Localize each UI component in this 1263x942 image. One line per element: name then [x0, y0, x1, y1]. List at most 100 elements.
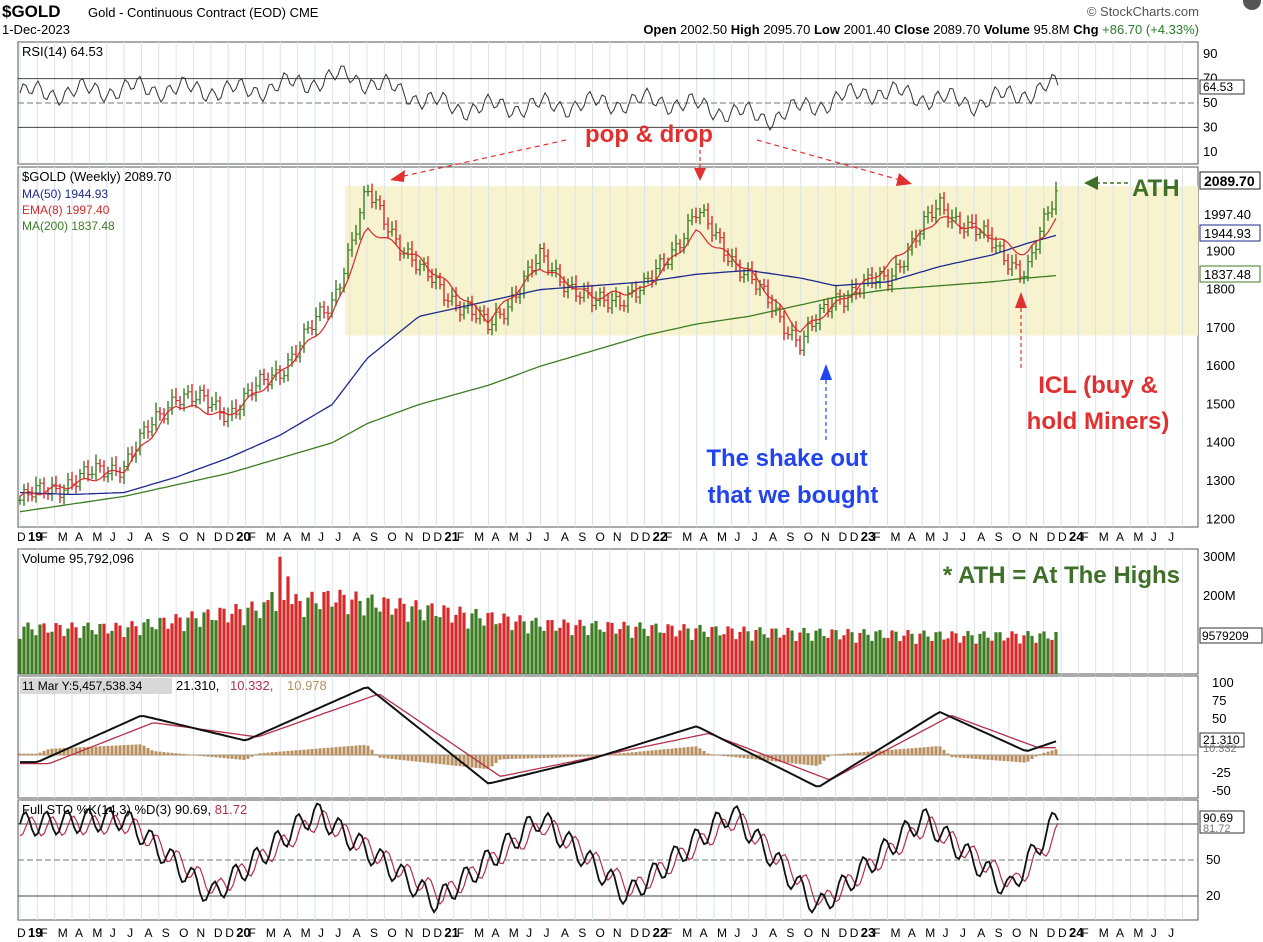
volume-bar	[998, 632, 1002, 674]
x-month-label: M	[682, 926, 692, 940]
macd-hist-bar	[574, 754, 578, 757]
open-label: Open	[643, 22, 677, 37]
volume-bar	[754, 629, 758, 674]
x-month-label: J	[943, 530, 949, 544]
volume-bar	[334, 602, 338, 674]
volume-bar	[378, 611, 382, 674]
x-month-label: M	[1099, 926, 1109, 940]
x-month-label: J	[960, 926, 966, 940]
icl-arrowhead	[1015, 292, 1027, 308]
macd-hist-bar	[978, 754, 982, 760]
x-month-label: S	[162, 926, 170, 940]
macd-hist-bar	[142, 745, 146, 756]
x-month-label: J	[127, 530, 133, 544]
volume-bar	[590, 623, 594, 674]
macd-hist-bar	[546, 754, 550, 758]
volume-bar	[366, 597, 370, 674]
macd-hist-bar	[854, 752, 858, 756]
volume-bar	[362, 615, 366, 674]
volume-bar	[214, 620, 218, 674]
macd-hist-bar	[386, 754, 390, 759]
volume-bar	[570, 635, 574, 674]
x-month-label: D	[225, 926, 234, 940]
macd-hist-bar	[166, 752, 170, 756]
volume-bar	[270, 591, 274, 674]
y-tick-label: 75	[1212, 693, 1226, 708]
x-month-label: M	[717, 530, 727, 544]
volume-legend: Volume 95,792,096	[22, 551, 134, 566]
macd-hist-bar	[502, 754, 506, 760]
x-month-label: A	[769, 530, 777, 544]
volume-bar	[990, 640, 994, 674]
brand-watermark: © StockCharts.com	[1086, 4, 1199, 19]
volume-bar	[310, 591, 314, 674]
volume-bar	[186, 617, 190, 674]
volume-bar	[558, 627, 562, 674]
macd-hist-bar	[350, 745, 354, 756]
x-month-label: M	[474, 530, 484, 544]
x-month-label: A	[75, 530, 83, 544]
volume-bar	[210, 619, 214, 674]
sto-ticks: 50 20	[1206, 852, 1220, 903]
volume-bar	[506, 616, 510, 674]
macd-hist-bar	[822, 754, 826, 761]
ma50-tag-box	[1199, 224, 1261, 242]
x-month-label: A	[1116, 926, 1124, 940]
macd-hist-bar	[750, 754, 754, 760]
macd-hist-bar	[90, 746, 94, 756]
volume-bar	[178, 617, 182, 674]
sto-panel: Full STO %K(14,3) %D(3) 90.69, 81.72 50 2…	[17, 799, 1245, 921]
macd-hist-bar	[894, 749, 898, 756]
volume-value: 95.8M	[1033, 22, 1070, 37]
y-tick-label: 1400	[1206, 435, 1235, 450]
x-month-label: O	[1012, 926, 1021, 940]
macd-hist-bar	[174, 753, 178, 756]
volume-bar	[726, 626, 730, 674]
y-tick-label: 1200	[1206, 511, 1235, 526]
volume-bar	[78, 637, 82, 674]
macd-hist-bar	[162, 752, 166, 756]
y-tick-label: -50	[1212, 783, 1231, 798]
volume-bar	[918, 633, 922, 674]
macd-hist-bar	[486, 754, 490, 770]
x-month-label: O	[387, 530, 396, 544]
volume-bar	[294, 594, 298, 674]
icl-line2: hold Miners)	[1027, 408, 1170, 435]
macd-hist-bar	[558, 754, 562, 758]
macd-hist-bar	[346, 746, 350, 756]
volume-bar	[82, 626, 86, 674]
volume-bar	[762, 634, 766, 674]
pop-drop-arrowhead-mid	[694, 168, 706, 181]
volume-bar	[346, 614, 350, 674]
x-month-label: F	[249, 926, 256, 940]
volume-bar	[418, 609, 422, 674]
macd-hist-bar	[926, 746, 930, 756]
x-month-label: D	[17, 926, 26, 940]
macd-hist-bar	[282, 751, 286, 756]
volume-bar	[894, 631, 898, 674]
macd-hist-bar	[454, 754, 458, 766]
x-month-label: D	[1047, 530, 1056, 544]
macd-hist-bar	[262, 752, 266, 756]
x-month-label: J	[734, 530, 740, 544]
x-month-label: D	[17, 530, 26, 544]
volume-bar	[962, 635, 966, 674]
price-legend-ma50: MA(50) 1944.93	[22, 187, 108, 201]
macd-hist-bar	[798, 754, 802, 765]
volume-bar	[398, 598, 402, 674]
volume-bar	[854, 642, 858, 674]
macd-hist-bar	[918, 747, 922, 756]
volume-bar	[578, 619, 582, 674]
volume-bar	[438, 617, 442, 674]
x-month-label: A	[283, 926, 291, 940]
macd-hist-bar	[370, 749, 374, 756]
macd-tag-box	[1199, 732, 1245, 748]
x-month-label: M	[266, 530, 276, 544]
macd-hist-bar	[1054, 749, 1058, 756]
macd-hist-bar	[278, 751, 282, 756]
x-month-label: F	[665, 530, 672, 544]
volume-bar	[642, 628, 646, 674]
close-tag: 2089.70	[1204, 173, 1255, 189]
volume-bar	[710, 627, 714, 674]
volume-bar	[862, 629, 866, 674]
